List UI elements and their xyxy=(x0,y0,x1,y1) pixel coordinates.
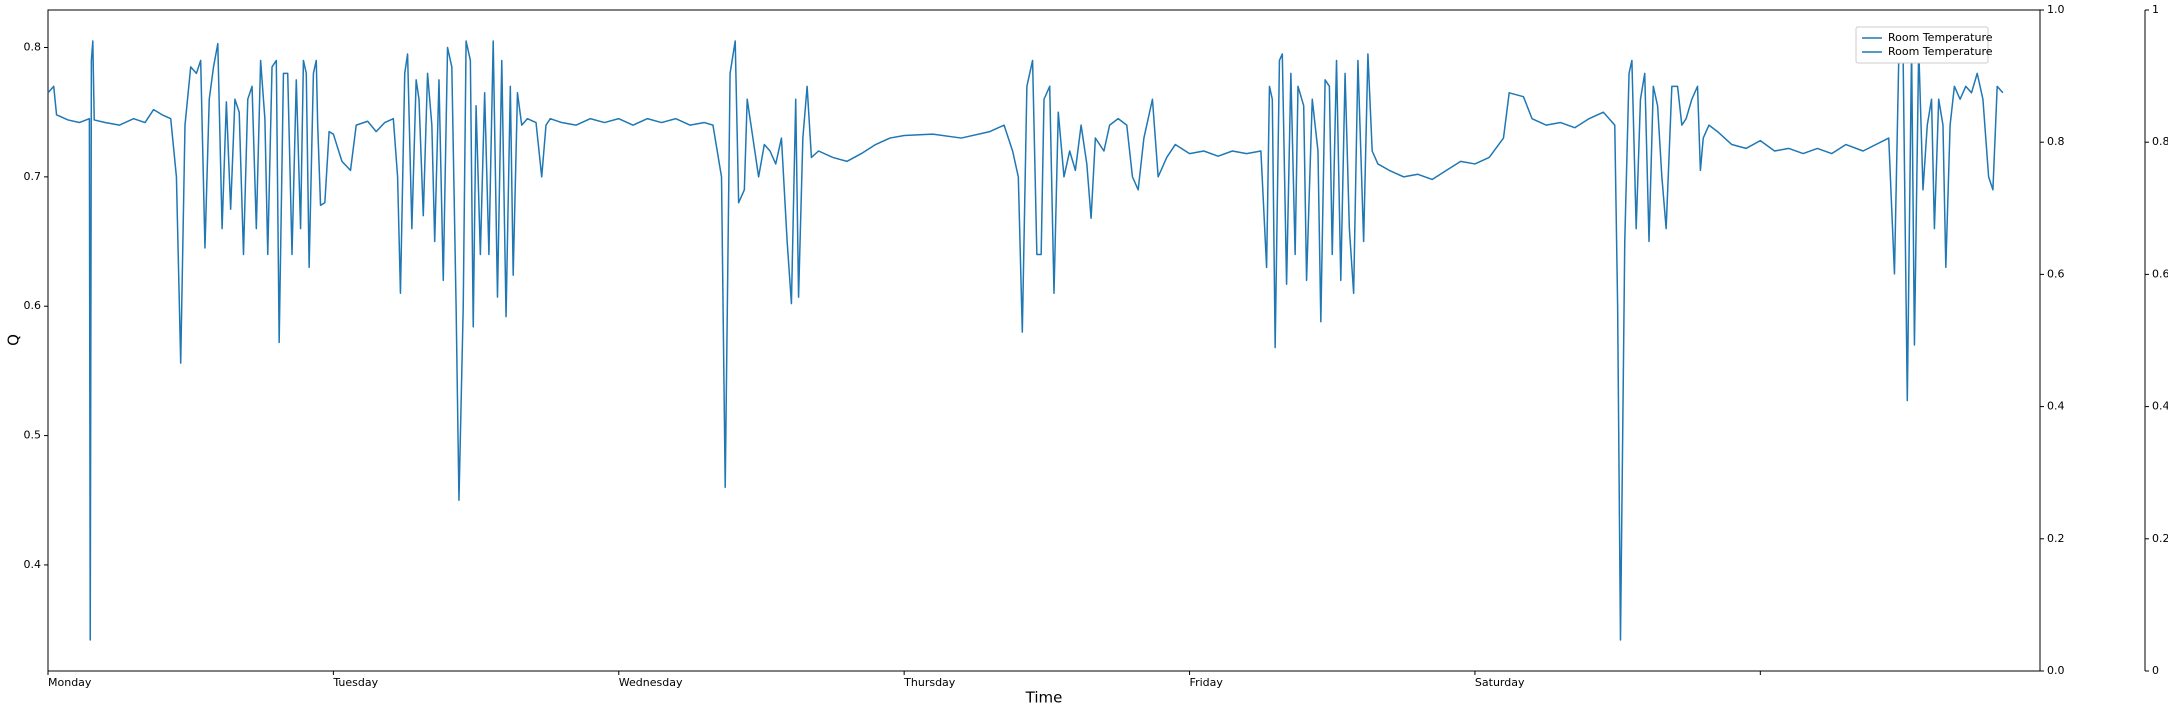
x-tick-label: Saturday xyxy=(1475,676,1525,689)
y2-tick-label: 0.2 xyxy=(2047,532,2065,545)
x-tick-label: Monday xyxy=(48,676,92,689)
y2-tick-label: 0.8 xyxy=(2047,135,2065,148)
y-tick-label: 0.7 xyxy=(24,170,42,183)
y3-tick-label: 0.2 xyxy=(2152,532,2168,545)
y2-tick-label: 0.0 xyxy=(2047,664,2065,677)
legend-label: Room Temperature xyxy=(1888,45,1993,58)
y2-tick-label: 1.0 xyxy=(2047,3,2065,16)
y-tick-label: 0.5 xyxy=(24,429,42,442)
y-tick-label: 0.4 xyxy=(24,558,42,571)
legend-box xyxy=(1855,26,1989,64)
y3-tick-label: 0 xyxy=(2152,664,2159,677)
x-axis-label: Time xyxy=(1025,689,1063,707)
legend-label: Room Temperature xyxy=(1888,31,1993,44)
y3-tick-label: 1 xyxy=(2152,3,2159,16)
y-tick-label: 0.6 xyxy=(24,299,42,312)
y-axis-label: Q xyxy=(5,334,23,346)
x-tick-label: Wednesday xyxy=(619,676,683,689)
y3-tick-label: 0.8 xyxy=(2152,135,2168,148)
data-line xyxy=(47,40,2004,641)
y3-tick-label: 0.4 xyxy=(2152,400,2168,413)
x-tick-label: Friday xyxy=(1190,676,1224,689)
y3-tick-label: 0.6 xyxy=(2152,267,2168,280)
plot-frame xyxy=(47,9,2041,672)
y2-tick-label: 0.4 xyxy=(2047,400,2065,413)
y-tick-label: 0.8 xyxy=(24,41,42,54)
x-tick-label: Tuesday xyxy=(332,676,378,689)
y2-tick-label: 0.6 xyxy=(2047,267,2065,280)
x-tick-label: Thursday xyxy=(903,676,956,689)
